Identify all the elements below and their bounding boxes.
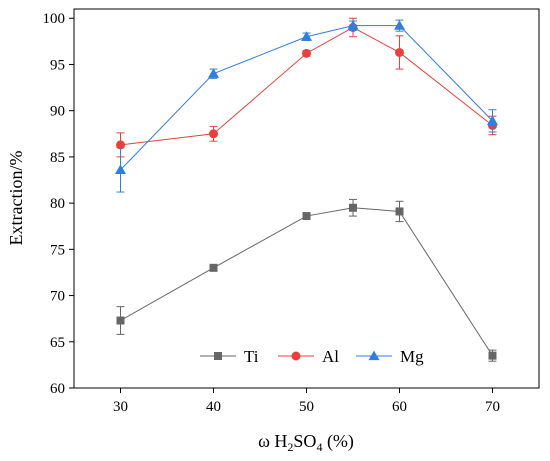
data-point: [394, 20, 405, 30]
y-tick-label: 75: [50, 242, 65, 258]
legend-item-ti: Ti: [200, 347, 259, 366]
legend-item-mg: Mg: [356, 347, 424, 366]
y-tick-label: 95: [50, 57, 65, 73]
x-axis-label: ω H2SO4 (%): [258, 431, 354, 454]
y-axis: 60 65 70 75 80 85 90 95 100: [43, 11, 74, 397]
x-tick-label: 30: [113, 399, 128, 415]
y-tick-label: 100: [43, 11, 66, 27]
plot-frame: [73, 8, 540, 389]
x-tick-label: 50: [299, 399, 314, 415]
x-tick-label: 60: [392, 399, 407, 415]
data-point: [209, 263, 218, 272]
x-axis: 30 40 50 60 70: [113, 388, 500, 415]
series-line: [120, 25, 493, 171]
data-point: [395, 207, 404, 216]
data-point: [116, 316, 125, 325]
data-point: [302, 212, 311, 221]
x-tick-label: 40: [206, 399, 221, 415]
data-point: [395, 47, 404, 57]
data-point: [488, 351, 497, 360]
data-point: [115, 164, 126, 174]
data-point: [347, 20, 359, 30]
series-mg: [115, 19, 498, 193]
data-point: [302, 48, 311, 58]
legend-marker: [368, 350, 380, 361]
legend-marker: [291, 351, 301, 361]
data-point: [349, 203, 357, 212]
legend-marker: [214, 352, 222, 360]
data-point: [208, 68, 219, 78]
y-tick-label: 70: [50, 289, 65, 305]
data-point: [116, 140, 125, 150]
data-point: [209, 129, 218, 139]
data-point: [301, 31, 312, 41]
y-axis-label: Extraction/%: [6, 151, 26, 246]
y-tick-label: 80: [50, 196, 65, 212]
y-tick-label: 90: [50, 104, 65, 120]
series-line: [120, 207, 493, 356]
series-ti: [116, 198, 497, 362]
legend-label: Al: [322, 347, 339, 366]
legend: Ti Al Mg: [200, 347, 424, 366]
y-tick-label: 65: [50, 335, 65, 351]
data-point: [487, 115, 498, 125]
y-tick-label: 85: [50, 150, 65, 166]
y-tick-label: 60: [50, 381, 65, 397]
legend-label: Mg: [400, 347, 424, 366]
x-tick-label: 70: [485, 399, 500, 415]
legend-label: Ti: [244, 347, 259, 366]
legend-item-al: Al: [278, 347, 339, 366]
series-layer: [115, 17, 498, 362]
series-line: [120, 26, 493, 146]
